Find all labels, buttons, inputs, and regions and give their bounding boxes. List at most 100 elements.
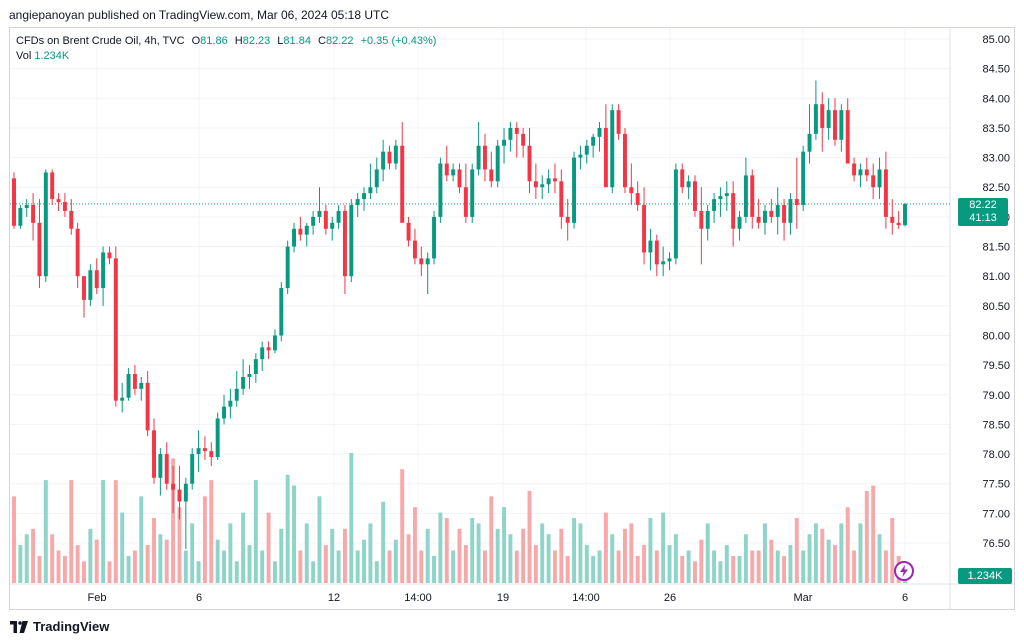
candle-body: [820, 104, 825, 128]
candle-body: [260, 347, 265, 360]
bar-countdown: 41:13: [969, 212, 997, 224]
volume-bar: [813, 523, 818, 583]
legend-volume-label[interactable]: Vol: [16, 50, 32, 62]
candle-body: [845, 110, 850, 164]
volume-bar: [852, 550, 857, 583]
volume-bar: [432, 555, 437, 583]
volume-bar: [381, 501, 386, 583]
lightning-icon[interactable]: [894, 561, 914, 581]
volume-bar: [788, 545, 793, 583]
legend-ohlc-row: CFDs on Brent Crude Oil, 4h, TVC O81.86 …: [16, 34, 436, 49]
candle-body: [502, 139, 507, 146]
volume-bar: [572, 518, 577, 583]
candle-body: [381, 151, 386, 170]
volume-bar: [406, 534, 411, 583]
volume-bar: [635, 555, 640, 583]
candle-body: [826, 110, 831, 128]
candle-body: [572, 157, 577, 223]
candle-body: [788, 199, 793, 223]
candle-body: [807, 133, 812, 152]
volume-bar: [362, 539, 367, 583]
y-tick-label: 84.50: [982, 64, 1010, 76]
volume-bar: [113, 480, 118, 583]
candle-body: [18, 207, 23, 226]
volume-bar: [642, 545, 647, 583]
y-tick-label: 79.00: [982, 390, 1010, 402]
volume-bar: [158, 534, 163, 583]
candle-body: [43, 172, 48, 277]
candle-body: [463, 187, 468, 217]
candle-body: [801, 151, 806, 206]
candle-body: [183, 483, 188, 502]
candle-body: [756, 216, 761, 223]
y-tick-label: 79.50: [982, 360, 1010, 372]
volume-bar: [763, 523, 767, 583]
candle-body: [686, 181, 691, 188]
volume-bar: [457, 528, 462, 583]
volume-bar: [508, 534, 513, 583]
volume-bar: [253, 480, 258, 583]
candle-body: [769, 210, 774, 217]
volume-bar: [177, 507, 182, 583]
y-tick-label: 76.50: [982, 538, 1010, 550]
candle-body: [833, 110, 837, 140]
chart-frame[interactable]: [9, 27, 1015, 610]
volume-bar: [298, 550, 303, 583]
candle-body: [890, 216, 895, 223]
candle-body: [508, 127, 513, 140]
candle-body: [190, 454, 195, 484]
candle-body: [298, 228, 303, 235]
candle-body: [470, 169, 475, 217]
x-tick-label: 6: [196, 592, 202, 604]
volume-bar: [88, 528, 93, 583]
last-price-value: 82.22: [969, 199, 997, 211]
y-tick-label: 78.50: [982, 419, 1010, 431]
volume-bar: [597, 550, 602, 583]
candle-body: [387, 151, 392, 164]
y-tick-label: 80.50: [982, 301, 1010, 313]
volume-bar: [120, 512, 125, 583]
candle-body: [584, 145, 589, 155]
volume-bar: [82, 561, 86, 583]
candle-body: [667, 258, 672, 262]
volume-bar: [724, 545, 729, 583]
volume-bar: [756, 550, 761, 583]
candle-body: [425, 258, 430, 265]
legend-high-value: 82.23: [242, 35, 271, 47]
candle-body: [489, 169, 494, 182]
candle-body: [107, 252, 112, 259]
candle-body: [139, 382, 144, 389]
volume-bar: [260, 550, 265, 583]
volume-bar: [775, 550, 780, 583]
candle-body: [215, 418, 220, 458]
volume-bar: [603, 512, 608, 583]
volume-bar: [323, 545, 328, 583]
volume-bar: [680, 555, 685, 583]
volume-bar: [826, 539, 831, 583]
volume-bar: [234, 561, 239, 583]
candle-body: [330, 222, 335, 229]
candle-body: [202, 448, 207, 452]
candle-body: [642, 205, 647, 253]
candle-body: [731, 193, 736, 229]
volume-bar: [24, 534, 29, 583]
volume-bar: [661, 512, 666, 583]
volume-bar: [18, 545, 23, 583]
volume-bar: [419, 550, 424, 583]
volume-bar: [241, 512, 246, 583]
legend-symbol[interactable]: CFDs on Brent Crude Oil, 4h, TVC: [16, 35, 185, 47]
candle-body: [813, 104, 818, 134]
candle-body: [794, 199, 799, 206]
candle-body: [311, 216, 316, 226]
volume-bar: [330, 528, 335, 583]
y-tick-label: 82.50: [982, 182, 1010, 194]
volume-bar: [62, 555, 67, 583]
volume-bar: [845, 507, 850, 583]
volume-last-tag: 1.234K: [958, 568, 1012, 584]
volume-bar: [610, 534, 615, 583]
candle-body: [126, 374, 131, 398]
footer-brand[interactable]: TradingView: [10, 619, 109, 634]
volume-bar: [202, 496, 207, 583]
